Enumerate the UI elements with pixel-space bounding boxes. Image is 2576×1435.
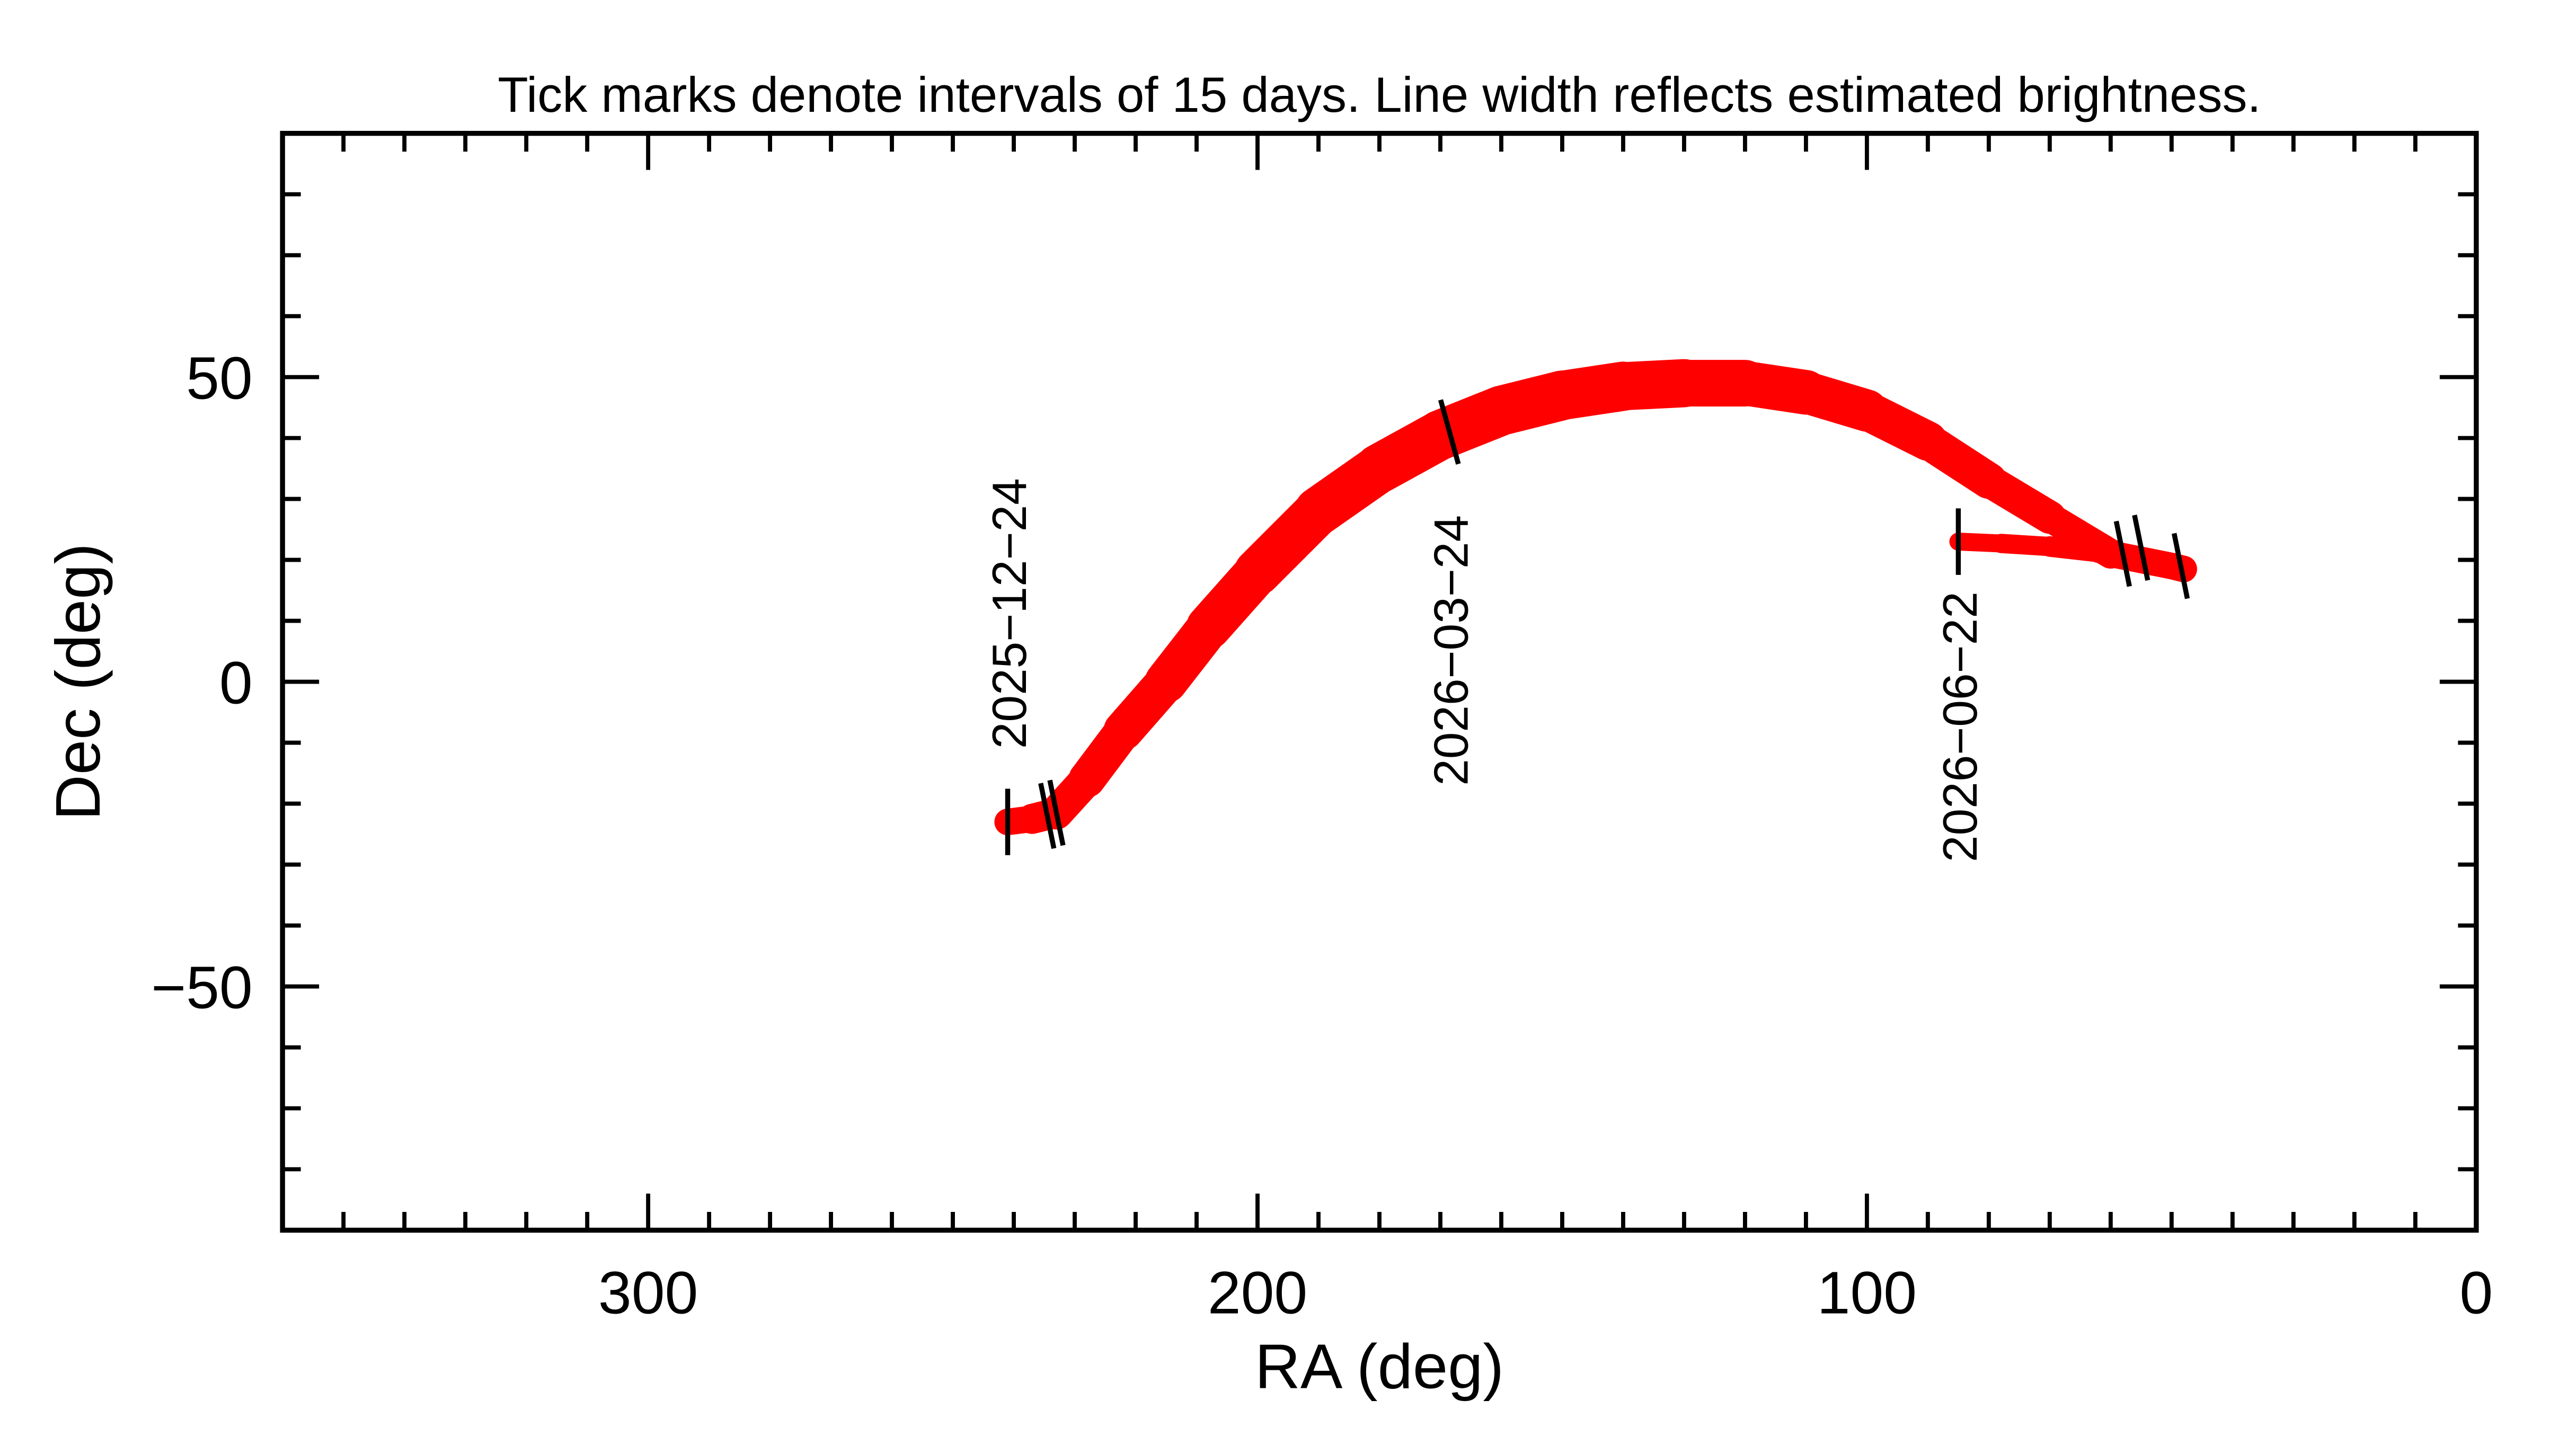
date-tick <box>1047 779 1066 846</box>
y-tick-label: 50 <box>186 344 253 411</box>
date-tick-label: 2026−03−24 <box>1425 515 1479 786</box>
plot-marks: 2025−12−24 2026−03−24 2026−06−22 <box>983 359 2197 862</box>
date-tick <box>2172 533 2190 599</box>
y-axis-label: Dec (deg) <box>43 543 113 820</box>
y-tick-label: 0 <box>219 649 253 716</box>
plot-frame <box>280 130 2479 1233</box>
date-tick <box>2132 515 2150 581</box>
chart-title: Tick marks denote intervals of 15 days. … <box>498 67 2261 122</box>
axes: 300 200 100 0 −50 0 50 <box>151 131 2493 1326</box>
x-axis-label: RA (deg) <box>1255 1331 1504 1402</box>
x-tick-label: 0 <box>2459 1259 2493 1326</box>
date-tick-label: 2025−12−24 <box>983 478 1037 749</box>
date-tick <box>1438 399 1461 465</box>
date-tick <box>1038 783 1057 849</box>
track-segment <box>1949 533 2010 553</box>
date-tick-label: 2026−06−22 <box>1934 591 1987 862</box>
date-tick <box>2113 520 2132 587</box>
x-tick-label: 200 <box>1208 1259 1307 1326</box>
x-tick-label: 300 <box>598 1259 698 1326</box>
x-tick-label: 100 <box>1817 1259 1917 1326</box>
y-tick-label: −50 <box>151 954 253 1021</box>
